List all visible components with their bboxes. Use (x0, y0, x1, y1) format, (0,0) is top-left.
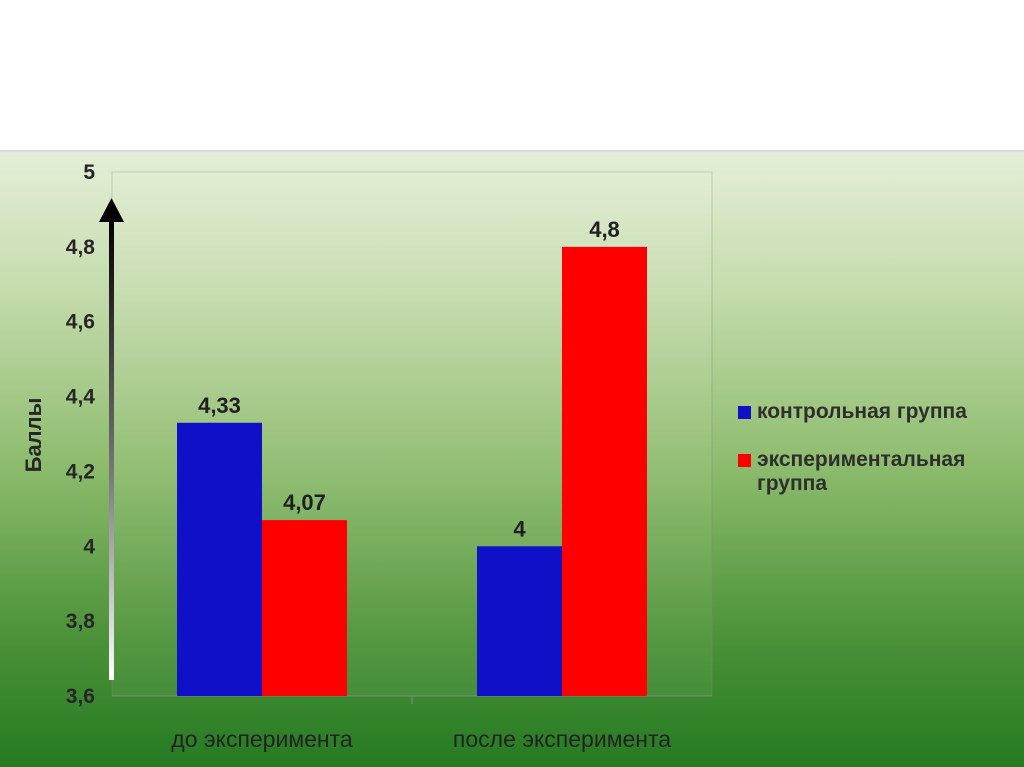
bar-experimental (262, 520, 347, 696)
slide-title-area (0, 0, 1024, 150)
data-label: 4,8 (589, 217, 620, 242)
legend-swatch-control (738, 406, 751, 419)
y-axis-arrowhead (99, 198, 124, 222)
x-category-label: после эксперимента (453, 726, 671, 752)
y-axis-arrow (109, 218, 114, 680)
data-label: 4 (513, 516, 526, 541)
y-tick-label: 4,2 (66, 460, 95, 483)
y-tick-label: 4,6 (66, 311, 95, 334)
legend-label-experimental: экспериментальная группа (757, 448, 966, 495)
y-axis-title: Баллы (21, 398, 46, 473)
y-tick-label: 3,6 (66, 685, 95, 708)
x-category-label: до эксперимента (171, 726, 353, 752)
slide-divider (0, 150, 1024, 153)
data-label: 4,07 (283, 490, 326, 515)
legend: контрольная группа экспериментальная гру… (738, 400, 1024, 520)
legend-item-experimental: экспериментальная группа (738, 448, 1024, 496)
bar-experimental (562, 246, 647, 696)
y-tick-label: 4,4 (66, 386, 96, 409)
y-tick-label: 3,8 (66, 610, 96, 633)
legend-label-control: контрольная группа (757, 400, 967, 423)
data-label: 4,33 (198, 393, 241, 418)
y-tick-label: 5 (83, 161, 95, 184)
legend-swatch-experimental (738, 454, 751, 467)
y-tick-label: 4 (83, 535, 95, 558)
bar-control (477, 546, 562, 696)
bar-control (177, 422, 262, 696)
y-tick-label: 4,8 (66, 236, 96, 259)
legend-item-control: контрольная группа (738, 400, 1024, 424)
